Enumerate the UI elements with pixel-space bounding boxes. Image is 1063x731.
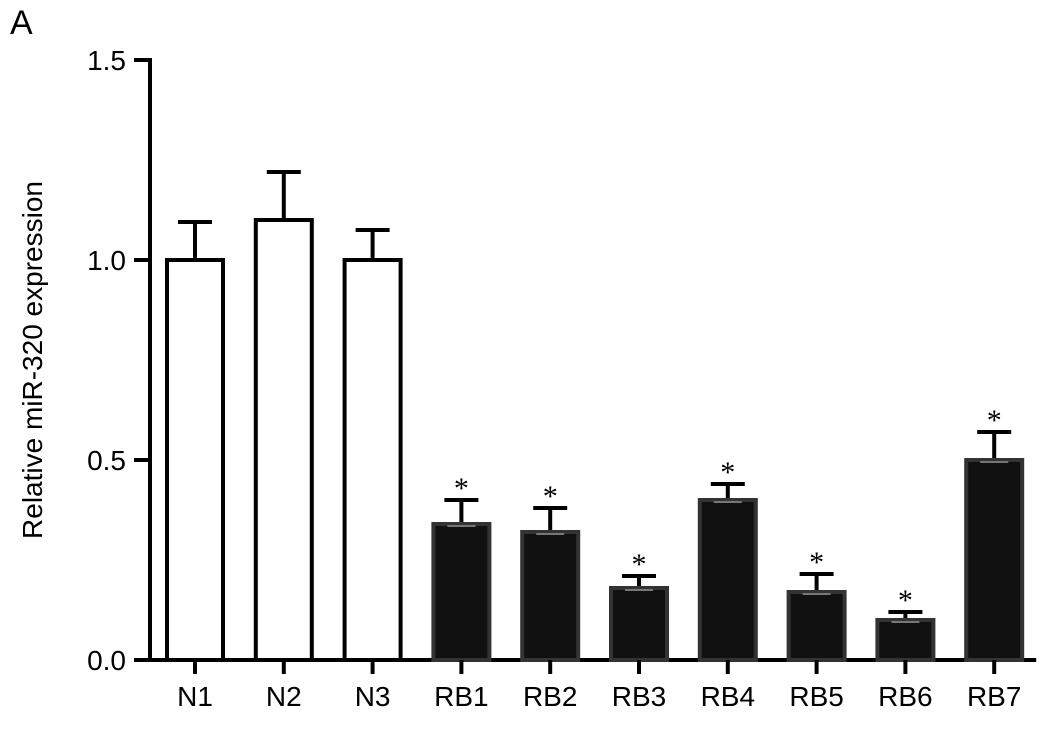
bar-rb7	[966, 460, 1022, 660]
x-tick-label: RB6	[878, 681, 932, 712]
bar-n1	[167, 260, 223, 660]
significance-marker: *	[987, 404, 1002, 437]
y-tick-label: 1.0	[87, 245, 126, 276]
bar-rb3	[611, 588, 667, 660]
bar-n2	[256, 220, 312, 660]
x-tick-label: RB4	[701, 681, 755, 712]
y-tick-label: 0.5	[87, 445, 126, 476]
x-tick-label: N3	[355, 681, 391, 712]
x-tick-label: RB7	[967, 681, 1021, 712]
significance-marker: *	[543, 480, 558, 513]
y-axis-label: Relative miR-320 expression	[17, 181, 48, 539]
x-tick-label: N2	[266, 681, 302, 712]
x-tick-label: RB1	[434, 681, 488, 712]
significance-marker: *	[898, 584, 913, 617]
x-tick-label: RB3	[612, 681, 666, 712]
significance-marker: *	[809, 546, 824, 579]
significance-marker: *	[632, 548, 647, 581]
bar-rb1	[433, 524, 489, 660]
x-tick-label: RB2	[523, 681, 577, 712]
significance-marker: *	[454, 472, 469, 505]
y-ticks: 0.0 0.5 1.0 1.5	[87, 45, 150, 676]
y-tick-label: 0.0	[87, 645, 126, 676]
bars: * * * * * * *	[167, 172, 1022, 660]
bar-rb4	[700, 500, 756, 660]
x-ticks: N1 N2 N3 RB1 RB2 RB3 RB4 RB5 RB6 RB7	[177, 660, 1021, 712]
y-tick-label: 1.5	[87, 45, 126, 76]
significance-marker: *	[720, 456, 735, 489]
bar-n3	[345, 260, 401, 660]
x-tick-label: N1	[177, 681, 213, 712]
x-tick-label: RB5	[789, 681, 843, 712]
bar-rb5	[789, 592, 845, 660]
bar-rb6	[877, 620, 933, 660]
bar-rb2	[522, 532, 578, 660]
